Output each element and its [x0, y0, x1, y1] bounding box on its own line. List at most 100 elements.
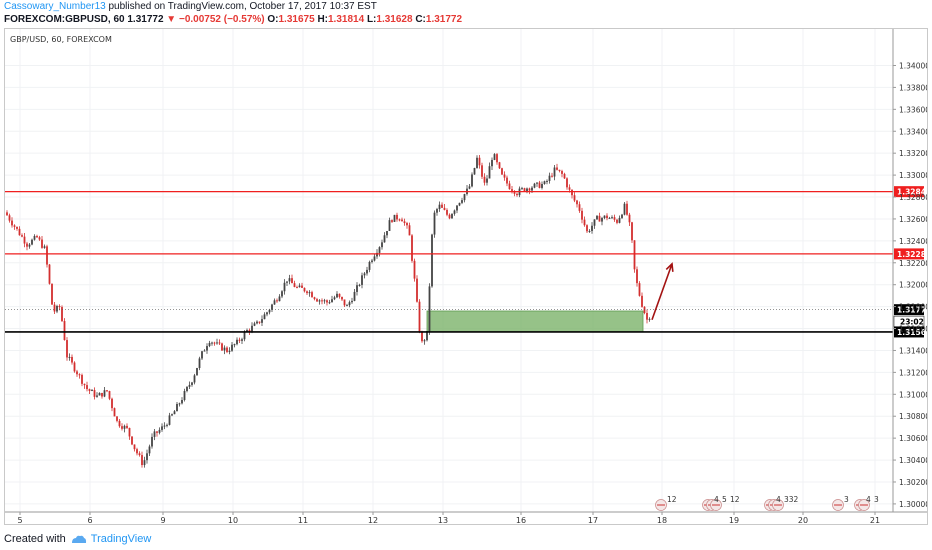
candle-body	[536, 182, 538, 184]
symbol-label: FOREXCOM:GBPUSD, 60	[4, 14, 125, 25]
candle-body	[398, 219, 401, 221]
event-count: 12	[730, 495, 740, 504]
chart-header: Cassowary_Number13 published on TradingV…	[4, 0, 928, 30]
candle-body	[76, 371, 78, 375]
candle-body	[578, 204, 581, 211]
candle-body	[376, 252, 378, 257]
candle-body	[151, 436, 153, 447]
candle-body	[148, 446, 151, 454]
candle-body	[171, 414, 173, 416]
candle-body	[551, 175, 553, 177]
candle-body	[496, 154, 498, 163]
candle-body	[216, 342, 218, 344]
candle-body	[218, 342, 221, 344]
chart-frame: 1.328491.322811.3177223:021.31569 124512…	[4, 28, 928, 525]
low-value: 1.31628	[376, 14, 413, 25]
candle-body	[131, 436, 133, 445]
price-axis: 1.34000 1.33800 1.33600 1.33400 1.33200 1.330…	[892, 29, 927, 512]
candle-body	[118, 420, 121, 427]
candle-body	[533, 183, 536, 188]
candle-body	[211, 342, 213, 344]
candle-body	[626, 203, 628, 215]
candle-body	[28, 244, 31, 247]
candle-body	[316, 299, 318, 302]
candle-body	[421, 332, 423, 342]
price-tick-label: 1.30400	[899, 456, 927, 465]
candle-body	[176, 403, 178, 412]
candle-body	[323, 300, 326, 302]
resistance-high-tag-bg	[894, 186, 924, 198]
candle-body	[198, 358, 201, 369]
candle-body	[606, 215, 608, 219]
candle-body	[308, 292, 311, 294]
candle-body	[516, 193, 518, 196]
candle-body	[161, 426, 163, 430]
candle-body	[191, 382, 193, 385]
resistance-low-tag-bg	[894, 248, 924, 260]
resistance-high-tag: 1.32849	[897, 188, 927, 197]
candle-body	[381, 242, 383, 248]
candle-body	[441, 204, 443, 208]
candle-body	[26, 243, 28, 247]
time-tick-label: 12	[368, 516, 378, 524]
candle-body	[208, 342, 211, 347]
candle-body	[478, 157, 481, 166]
support-tag-bg	[894, 326, 924, 338]
price-tick-label: 1.30600	[899, 434, 927, 443]
demand-zone-rect	[426, 310, 644, 333]
candle-body	[173, 411, 176, 415]
published-text: published on TradingView.com, October 17…	[108, 1, 377, 12]
candle-body	[11, 220, 13, 226]
candle-body	[598, 215, 601, 222]
candle-body	[473, 168, 476, 175]
candle-body	[258, 321, 261, 323]
price-tick-label: 1.31600	[899, 325, 927, 334]
candle-body	[443, 207, 446, 210]
candles	[6, 153, 651, 468]
candle-body	[73, 362, 76, 372]
candle-body	[468, 186, 471, 189]
tradingview-brand[interactable]: TradingView	[71, 533, 151, 545]
candle-body	[248, 330, 251, 332]
open-label: O:	[267, 14, 279, 25]
candle-body	[123, 425, 126, 429]
candle-body	[471, 174, 473, 187]
candle-body	[41, 239, 43, 248]
candle-body	[646, 312, 648, 320]
candle-body	[631, 222, 633, 241]
candle-body	[521, 188, 523, 190]
candle-body	[121, 426, 123, 429]
last-price: 1.31772	[127, 14, 164, 25]
close-label: C:	[415, 14, 426, 25]
candle-body	[303, 287, 306, 292]
price-tick-label: 1.31000	[899, 390, 927, 399]
candle-body	[416, 278, 418, 302]
price-tick-label: 1.33600	[899, 105, 927, 114]
price-chart[interactable]: 1.328491.322811.3177223:021.31569 124512…	[5, 29, 927, 524]
candle-body	[391, 220, 393, 222]
candle-body	[556, 167, 558, 170]
time-tick-label: 18	[657, 516, 667, 524]
candle-body	[93, 390, 96, 397]
candle-body	[348, 302, 351, 306]
candle-body	[463, 194, 466, 201]
candle-body	[636, 269, 638, 284]
candle-body	[488, 166, 491, 179]
candle-body	[436, 209, 438, 213]
time-tick-label: 17	[588, 516, 598, 524]
candle-body	[68, 356, 71, 358]
candle-body	[583, 219, 586, 226]
candle-body	[526, 188, 528, 191]
event-count: 3	[874, 495, 879, 504]
candle-body	[401, 219, 403, 222]
candle-body	[493, 154, 496, 160]
candle-body	[193, 375, 196, 383]
candle-body	[23, 236, 26, 244]
candle-body	[66, 340, 68, 358]
high-label: H:	[317, 14, 328, 25]
candle-body	[188, 384, 191, 387]
candle-body	[573, 195, 576, 201]
author-link[interactable]: Cassowary_Number13	[4, 1, 106, 12]
candle-body	[341, 296, 343, 300]
candle-body	[181, 400, 183, 404]
